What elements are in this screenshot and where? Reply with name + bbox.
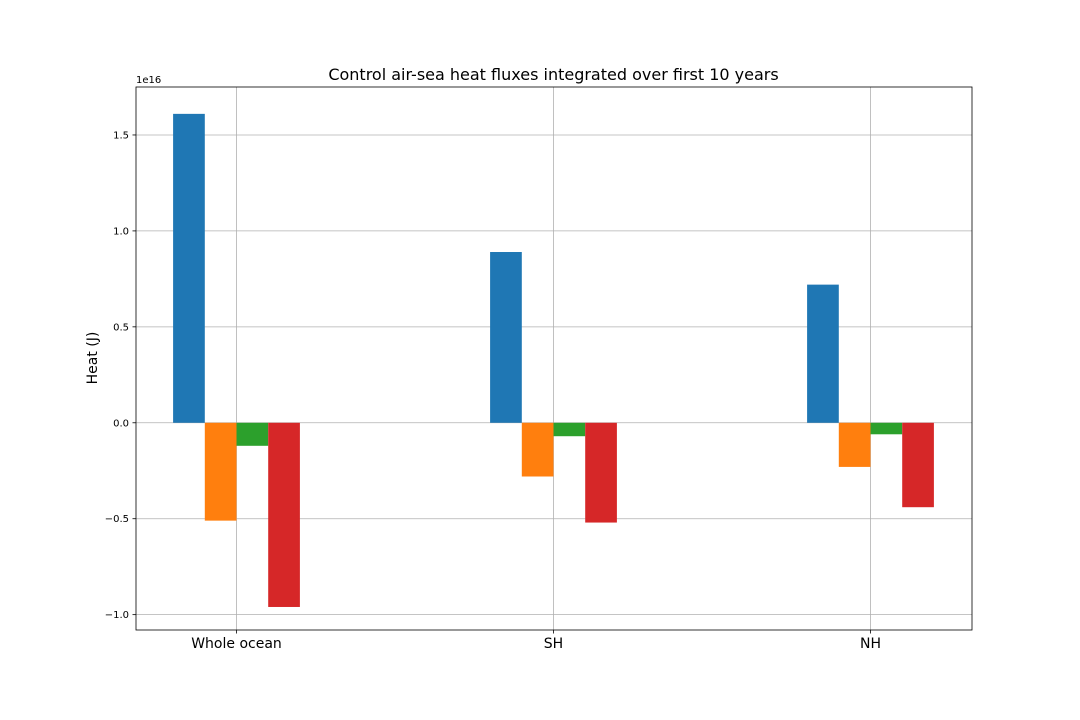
bar [807, 284, 839, 423]
bar [838, 422, 871, 467]
axis-layer: −1.0 −0.5 0.0 0.5 1.0 1.5 Whole ocean SH NH [105, 86, 973, 652]
y-tick-label: −0.5 [105, 514, 129, 525]
bar [521, 422, 554, 477]
bar [204, 422, 237, 521]
y-tick-label: 0.0 [113, 418, 129, 429]
chart-title: Control air-sea heat fluxes integrated o… [328, 65, 778, 84]
x-tick-label: SH [544, 636, 563, 652]
bar-layer [173, 113, 934, 607]
y-tick-label: 1.0 [113, 226, 129, 237]
bar [490, 252, 522, 423]
y-axis-label: Heat (J) [85, 332, 101, 385]
bar [585, 422, 617, 523]
y-tick-label: 0.5 [113, 322, 129, 333]
bar [870, 422, 903, 435]
y-tick-label: 1.5 [113, 130, 129, 141]
x-tick-label: Whole ocean [191, 636, 282, 652]
bar [902, 422, 934, 508]
plot-frame [135, 86, 973, 631]
bar [268, 422, 300, 607]
bar [173, 113, 205, 423]
y-axis-offset-label: 1e16 [136, 75, 161, 86]
grid-layer [136, 87, 972, 630]
y-tick-label: −1.0 [105, 610, 129, 621]
bar [553, 422, 586, 437]
x-tick-label: NH [860, 636, 881, 652]
bar [236, 422, 269, 446]
